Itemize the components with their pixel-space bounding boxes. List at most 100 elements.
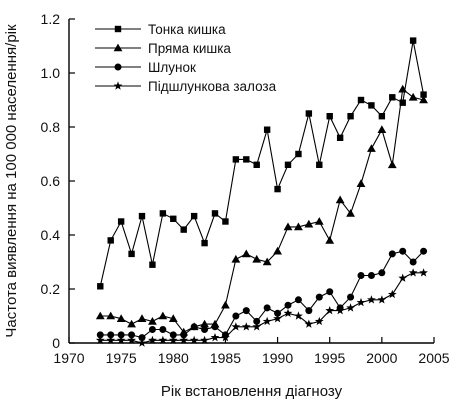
data-point-circle (242, 307, 250, 315)
legend-marker-square (114, 25, 122, 33)
data-point-triangle (325, 236, 335, 244)
y-axis-title: Частота виявлення на 100 000 населення/р… (3, 24, 20, 338)
y-tick-label: 1.0 (41, 65, 61, 81)
data-point-square (326, 113, 333, 120)
data-point-star (262, 316, 272, 326)
data-point-circle (409, 258, 417, 266)
data-point-circle (284, 301, 292, 309)
data-point-circle (274, 309, 282, 317)
data-point-square (357, 96, 365, 104)
data-point-circle (211, 323, 219, 331)
data-point-circle (159, 326, 167, 333)
data-point-square (107, 237, 114, 244)
data-point-circle (190, 323, 198, 331)
data-point-square (222, 218, 229, 225)
data-point-circle (138, 334, 146, 342)
data-point-square (347, 113, 354, 120)
axes: 0 0.2 0.4 0.6 0.8 1.0 1.2 1970 1975 1980 1985 1990 1… (41, 11, 450, 366)
data-point-square (263, 126, 271, 133)
legend-label: Шлунок (148, 60, 196, 75)
data-point-square (243, 156, 250, 163)
data-point-square (117, 218, 125, 225)
data-point-square (316, 161, 323, 168)
y-tick-label: 0.4 (41, 227, 61, 243)
data-point-star (168, 335, 178, 345)
data-point-circle (367, 272, 375, 279)
data-point-star (367, 295, 376, 304)
y-tick-label: 0 (52, 335, 60, 351)
x-tick-label: 2005 (418, 350, 449, 366)
y-tick-label: 1.2 (41, 11, 61, 27)
data-point-square (253, 161, 260, 168)
data-point-circle (169, 331, 177, 339)
data-point-star (231, 322, 241, 331)
legend-item: Тонка кишка (95, 22, 226, 37)
data-point-star (346, 303, 355, 312)
data-point-square (138, 212, 146, 220)
data-point-circle (263, 304, 271, 312)
data-point-triangle (116, 314, 126, 322)
data-point-star (294, 311, 303, 320)
data-point-triangle (200, 319, 209, 328)
data-point-circle (305, 307, 313, 315)
data-point-square (409, 37, 417, 44)
data-point-circle (315, 293, 323, 301)
data-point-triangle (148, 317, 157, 325)
data-point-star (189, 335, 199, 345)
data-point-square (305, 110, 313, 117)
data-point-star (137, 338, 147, 347)
legend-marker-triangle (113, 43, 123, 52)
legend-marker-star (113, 81, 123, 90)
x-tick-label: 1995 (314, 350, 345, 366)
data-point-triangle (231, 254, 241, 263)
data-point-triangle (387, 160, 397, 169)
data-point-circle (399, 247, 407, 255)
data-point-triangle (273, 246, 282, 255)
data-point-circle (128, 331, 136, 339)
data-point-square (378, 113, 386, 120)
data-point-square (274, 185, 281, 193)
data-point-square (420, 91, 427, 98)
data-point-triangle (398, 84, 408, 93)
y-tick-label: 0.6 (41, 173, 61, 189)
data-point-star (179, 335, 189, 345)
data-point-star (273, 314, 282, 323)
data-point-triangle (283, 222, 293, 231)
data-point-circle (232, 312, 240, 320)
data-point-square (149, 261, 156, 268)
data-point-triangle (419, 95, 428, 104)
series-line (99, 40, 425, 287)
data-point-square (399, 99, 406, 106)
data-point-square (170, 215, 177, 222)
data-point-square (201, 239, 208, 247)
data-point-circle (180, 331, 188, 339)
data-point-star (116, 335, 126, 345)
data-point-triangle (241, 249, 251, 258)
data-point-square (295, 150, 302, 158)
data-point-square (97, 283, 104, 290)
series-line (100, 88, 424, 333)
x-tick-label: 1980 (158, 350, 189, 366)
x-tick-label: 1975 (106, 350, 137, 366)
legend-item: Пряма кишка (95, 41, 231, 56)
data-point-square (389, 94, 396, 101)
legend: Тонка кишка Пряма кишка Шлунок Підшлункова … (95, 22, 277, 94)
data-point-triangle (127, 319, 136, 328)
data-point-triangle (95, 311, 105, 320)
x-tick-label: 1990 (262, 350, 293, 366)
legend-item: Шлунок (95, 60, 196, 75)
data-point-triangle (314, 217, 324, 225)
data-point-star (210, 333, 220, 342)
data-point-star (387, 289, 397, 299)
data-point-circle (378, 269, 386, 277)
legend-item: Підшлункова залоза (95, 79, 277, 94)
data-point-triangle (106, 311, 116, 320)
data-point-circle (107, 331, 115, 339)
data-point-circle (347, 293, 355, 301)
data-point-star (356, 297, 366, 307)
data-point-star (95, 335, 105, 345)
data-point-square (128, 250, 135, 258)
series-square (97, 37, 427, 290)
